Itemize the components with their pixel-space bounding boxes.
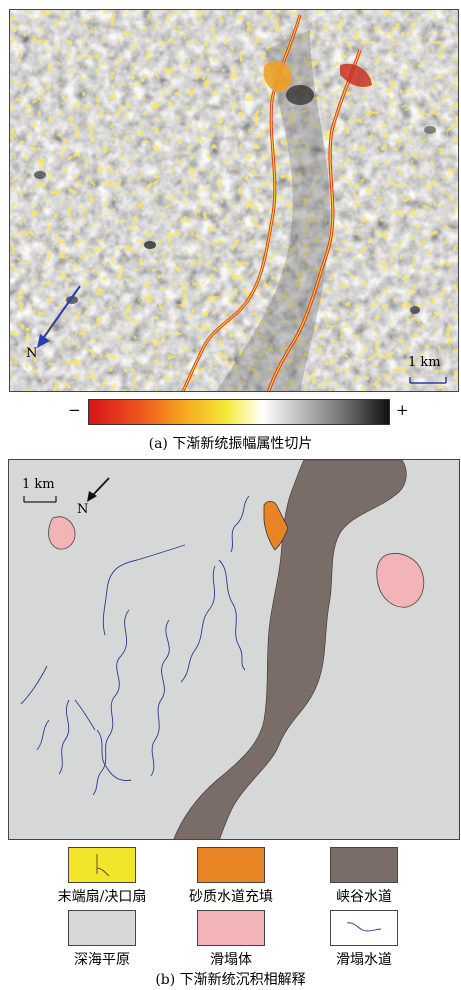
legend-swatch-canyon [330,847,398,883]
scale-label-b: 1 km [22,477,55,492]
legend-label-slump-channel: 滑塌水道 [336,952,392,968]
fan-symbol-icon [96,854,110,877]
legend-swatch-slump-body [197,910,265,946]
legend-swatch-slump-channel [330,910,398,946]
legend-label-terminal-fan: 末端扇/决口扇 [57,889,147,905]
blue-wavy-line-icon [346,922,382,932]
legend-swatch-sand-fill [197,847,265,883]
canyon-channel [173,460,407,839]
amplitude-slice-image [10,10,458,391]
facies-map [9,460,459,839]
slump-body-small [48,516,76,550]
legend-label-sand-fill: 砂质水道充填 [189,889,273,905]
legend-label-slump-body: 滑塌体 [210,952,252,968]
north-label-a: N [26,346,38,361]
slump-channels [20,495,250,796]
legend-label-canyon: 峡谷水道 [336,889,392,905]
colorbar-minus-label: − [68,401,81,419]
north-arrow-icon [41,285,81,341]
caption-a: (a) 下渐新统振幅属性切片 [148,436,313,452]
amplitude-slice-panel: N 1 km [9,9,459,392]
colorbar-plus-label: + [396,401,409,419]
legend-swatch-abyssal-plain [68,910,136,946]
north-label-b: N [77,502,89,517]
amplitude-colorbar [88,399,390,425]
legend-swatch-terminal-fan [68,847,136,883]
slump-body-large [376,553,425,608]
facies-map-panel: 1 km N [8,459,460,840]
scale-label-a: 1 km [408,355,441,370]
legend-label-abyssal-plain: 深海平原 [74,952,130,968]
caption-b: (b) 下渐新统沉积相解释 [155,972,306,988]
sand-channel-fill [263,500,289,551]
north-arrow-icon [91,477,110,497]
